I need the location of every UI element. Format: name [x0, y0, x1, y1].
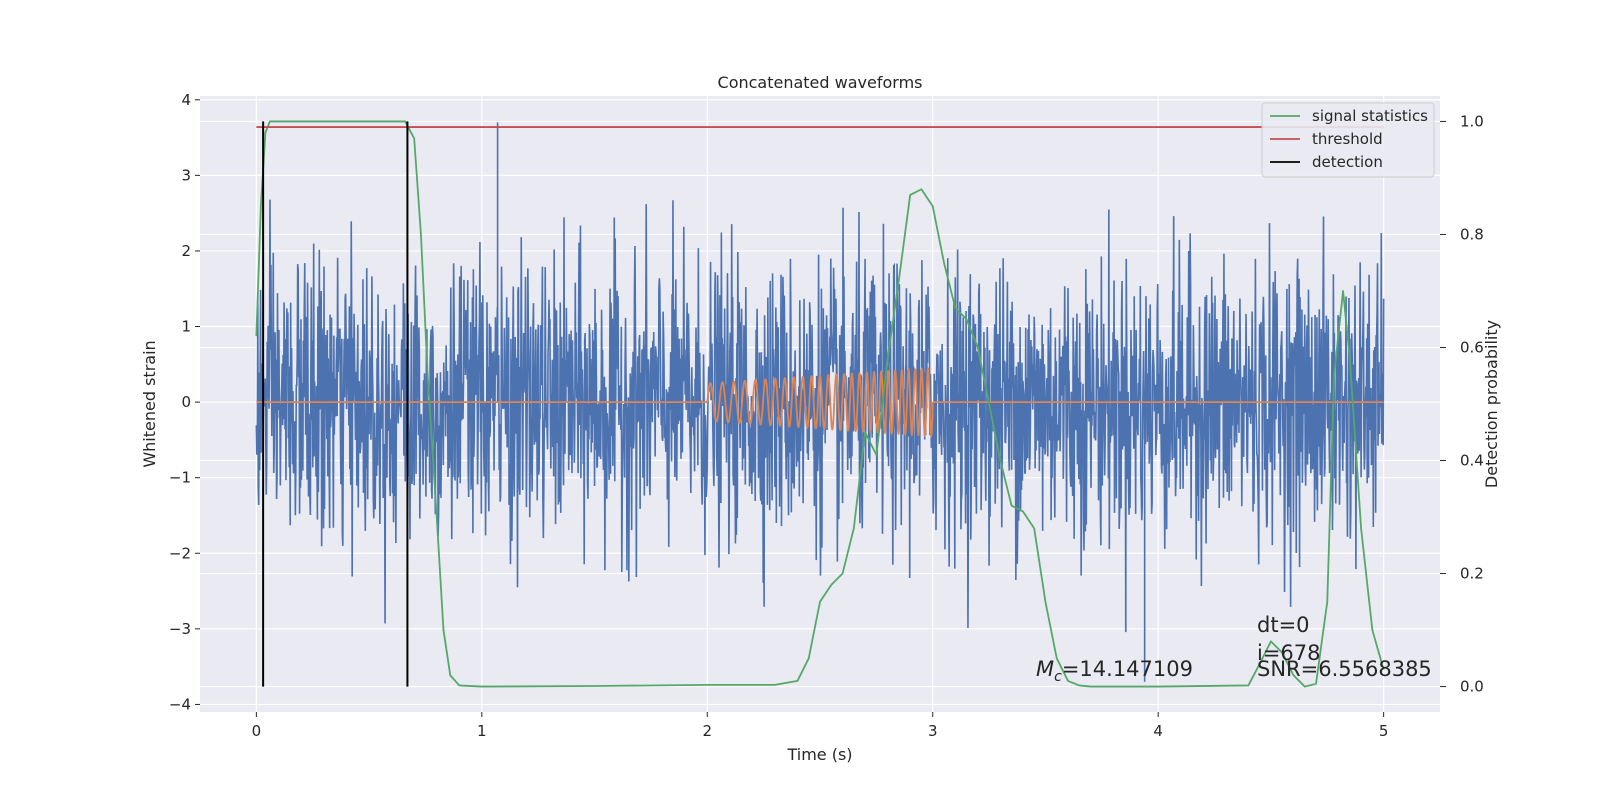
annotations: Mc=14.147109 dt=0 i=678 SNR=6.5568385	[1036, 613, 1432, 685]
legend-label-signal-statistics: signal statistics	[1312, 107, 1428, 125]
y-tick-label-1: −3	[169, 620, 191, 638]
y2-tick-label-0: 0.0	[1460, 678, 1484, 696]
chart-title: Concatenated waveforms	[718, 73, 923, 92]
annotation-chirp-mass: Mc=14.147109	[1036, 657, 1193, 685]
legend-label-detection: detection	[1312, 153, 1383, 171]
axes: 0 1 2 3 4 5 −4 −3 −2 −1 0 1 2 3 4 0.0 0.2 0.4 0.6 0.8 1.0	[169, 91, 1484, 740]
x-tick-label-1: 1	[477, 722, 487, 740]
x-tick-label-3: 3	[928, 722, 938, 740]
y2-tick-label-5: 1.0	[1460, 112, 1484, 130]
legend: signal statistics threshold detection	[1261, 102, 1435, 178]
y-tick-label-8: 4	[181, 91, 191, 109]
y2-tick-label-1: 0.2	[1460, 565, 1484, 583]
annotation-mc-value: =14.147109	[1062, 657, 1193, 681]
chirp-series-line	[256, 367, 1384, 439]
y2-tick-label-4: 0.8	[1460, 225, 1484, 243]
y-axis-label: Whitened strain	[140, 340, 159, 467]
x-tick-label-0: 0	[252, 722, 262, 740]
annotation-mc-subscript: c	[1054, 669, 1062, 685]
y-tick-label-3: −1	[169, 469, 191, 487]
x-tick-label-5: 5	[1379, 722, 1389, 740]
y-tick-label-4: 0	[181, 393, 191, 411]
y2-tick-label-2: 0.4	[1460, 452, 1484, 470]
y-tick-label-0: −4	[169, 695, 191, 713]
x-tick-label-4: 4	[1153, 722, 1163, 740]
y-tick-label-2: −2	[169, 544, 191, 562]
x-tick-label-2: 2	[702, 722, 712, 740]
annotation-dt: dt=0	[1257, 613, 1310, 637]
noise-series-line	[255, 199, 1385, 633]
signal-statistics-line	[255, 120, 1385, 688]
data-layer	[255, 120, 1385, 688]
y-tick-label-7: 3	[181, 166, 191, 184]
y-tick-label-6: 2	[181, 242, 191, 260]
annotation-index: i=678	[1257, 641, 1321, 665]
x-axis-label: Time (s)	[786, 745, 852, 764]
y-tick-label-5: 1	[181, 318, 191, 336]
annotation-mc-symbol: M	[1036, 657, 1054, 681]
legend-label-threshold: threshold	[1312, 130, 1383, 148]
annotation-snr: SNR=6.5568385	[1257, 657, 1432, 681]
legend-box	[1261, 102, 1435, 178]
y2-axis-label: Detection probability	[1482, 320, 1501, 488]
y2-tick-label-3: 0.6	[1460, 338, 1484, 356]
